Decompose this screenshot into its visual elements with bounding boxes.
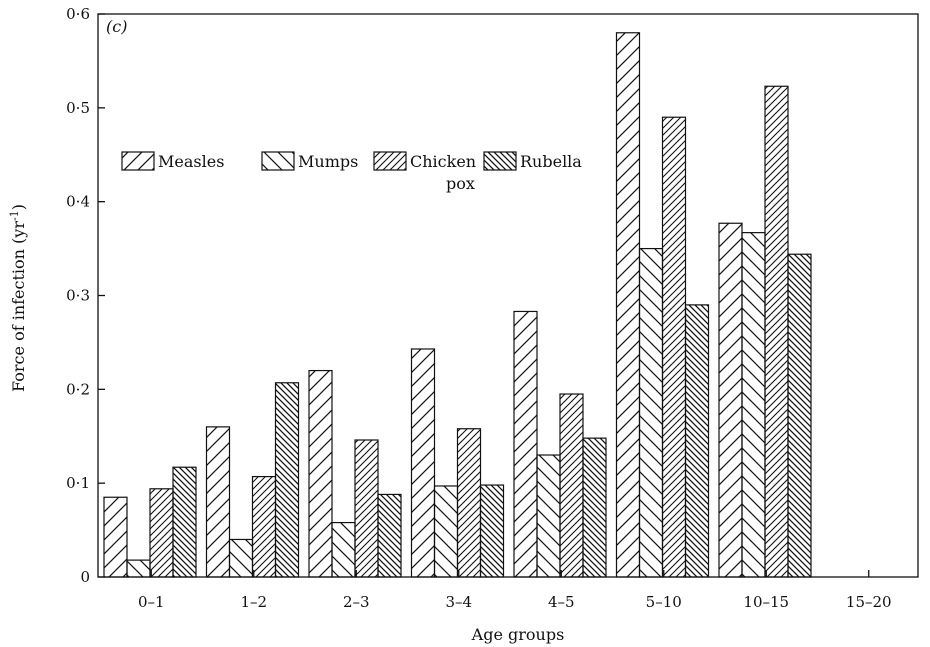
- legend-label: Chicken: [410, 152, 476, 171]
- bar-measles: [205, 426, 231, 578]
- bar-measles: [410, 348, 436, 578]
- y-tick-label: 0·2: [66, 380, 90, 398]
- y-axis: 0 0·1 0·2 0·3 0·4 0·5 0·6: [66, 5, 105, 586]
- bar-rubella: [684, 304, 710, 578]
- bar-rubella: [479, 484, 505, 578]
- bars-group: [103, 32, 812, 578]
- y-tick-label: 0·4: [66, 193, 90, 211]
- bar-chicken-pox: [661, 116, 687, 578]
- legend-label: Mumps: [298, 152, 358, 171]
- y-tick-label: 0·5: [66, 99, 90, 117]
- y-tick-label: 0: [80, 568, 90, 586]
- legend-swatch: [373, 151, 407, 171]
- legend-label: Measles: [158, 152, 224, 171]
- bar-mumps: [741, 232, 766, 578]
- bar-measles: [615, 32, 641, 578]
- bar-chicken-pox: [456, 428, 482, 578]
- bar-chicken-pox: [251, 475, 277, 578]
- bar-mumps: [228, 538, 254, 578]
- bar-chicken-pox: [354, 439, 379, 578]
- y-axis-title: Force of infection (yr-1): [8, 204, 28, 392]
- bar-rubella: [172, 466, 197, 578]
- legend-swatch: [483, 151, 517, 171]
- x-axis: 0–1 1–2 2–3 3–4 4–5 5–10 10–15 15–20: [138, 570, 892, 611]
- x-tick-label: 10–15: [743, 593, 789, 611]
- bar-mumps: [126, 559, 151, 578]
- bar-measles: [308, 369, 333, 578]
- legend-label: pox: [446, 174, 475, 193]
- x-tick-label: 4–5: [548, 593, 575, 611]
- bar-rubella: [582, 437, 607, 578]
- bar-mumps: [536, 454, 561, 578]
- legend: Measles Mumps Chicken pox Rubella: [121, 151, 582, 193]
- y-axis-title-main: Force of infection (yr: [9, 221, 28, 392]
- bar-chicken-pox: [764, 85, 789, 578]
- bar-rubella: [274, 382, 300, 578]
- y-tick-label: 0·3: [66, 287, 90, 305]
- y-tick-label: 0·6: [66, 5, 90, 23]
- legend-label: Rubella: [520, 152, 582, 171]
- bar-mumps: [433, 485, 459, 578]
- bar-rubella: [377, 493, 402, 578]
- y-axis-title-sup: -1: [8, 210, 21, 221]
- bar-measles: [718, 222, 743, 578]
- x-tick-label: 0–1: [138, 593, 165, 611]
- bar-chicken-pox: [149, 488, 174, 578]
- panel-label: (c): [106, 17, 127, 36]
- legend-swatch: [261, 151, 295, 171]
- x-tick-label: 1–2: [240, 593, 267, 611]
- y-axis-title-close: ): [9, 204, 28, 210]
- bar-measles: [513, 310, 538, 578]
- x-tick-label: 2–3: [343, 593, 370, 611]
- bar-mumps: [638, 247, 664, 578]
- bar-measles: [103, 496, 128, 578]
- x-tick-label: 5–10: [646, 593, 682, 611]
- legend-swatch: [121, 151, 155, 171]
- bar-chicken-pox: [559, 393, 584, 578]
- y-tick-label: 0·1: [66, 474, 90, 492]
- bar-mumps: [331, 521, 356, 578]
- bar-rubella: [787, 253, 812, 578]
- x-tick-label: 3–4: [445, 593, 472, 611]
- x-axis-title: Age groups: [471, 625, 565, 644]
- x-tick-label: 15–20: [846, 593, 892, 611]
